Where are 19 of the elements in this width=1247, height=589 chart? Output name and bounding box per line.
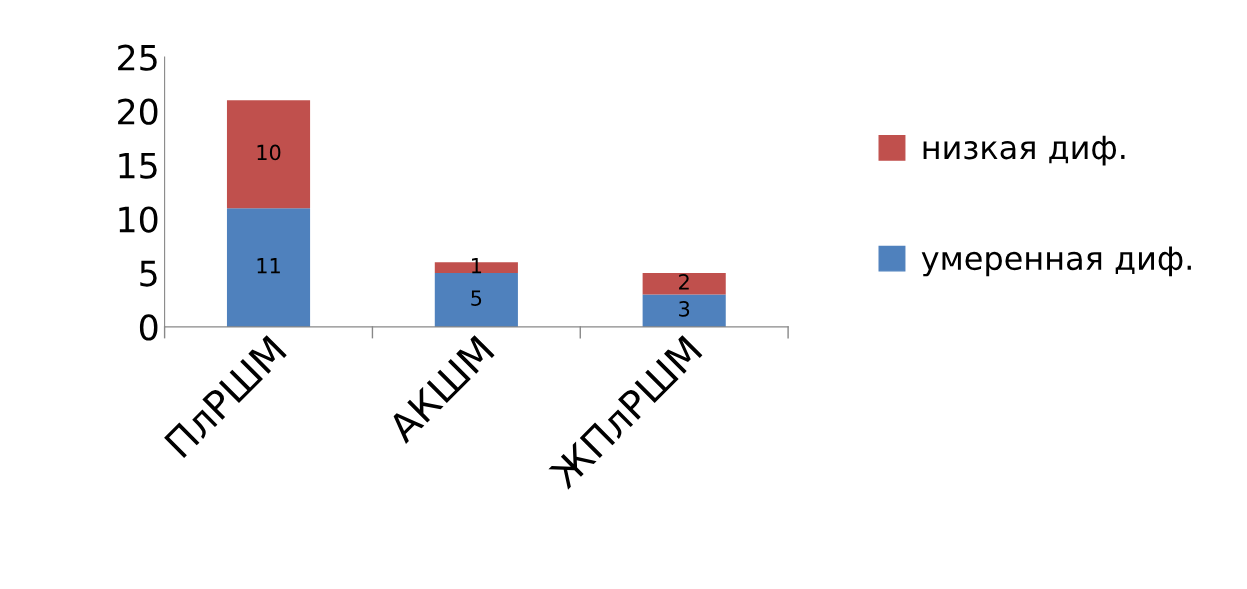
y-tick-label: 0	[139, 314, 158, 341]
bar	[642, 294, 726, 327]
legend-label: низкая диф.	[923, 135, 1125, 166]
data-label: 2	[679, 274, 689, 290]
data-label: 3	[679, 301, 690, 317]
bar	[434, 272, 518, 327]
bar	[226, 208, 311, 327]
y-tick-label: 15	[119, 152, 157, 179]
data-label: 10	[257, 144, 281, 161]
data-label: 5	[471, 290, 482, 306]
y-tick-label: 5	[140, 260, 157, 287]
y-tick-label: 20	[118, 98, 158, 125]
y-tick-label: 25	[118, 44, 157, 71]
y-tick-label: 10	[119, 206, 158, 233]
data-label: 11	[257, 258, 280, 274]
data-label: 1	[472, 258, 482, 274]
bar	[226, 100, 311, 209]
bar	[642, 272, 726, 295]
legend-label: умеренная диф.	[921, 246, 1191, 277]
